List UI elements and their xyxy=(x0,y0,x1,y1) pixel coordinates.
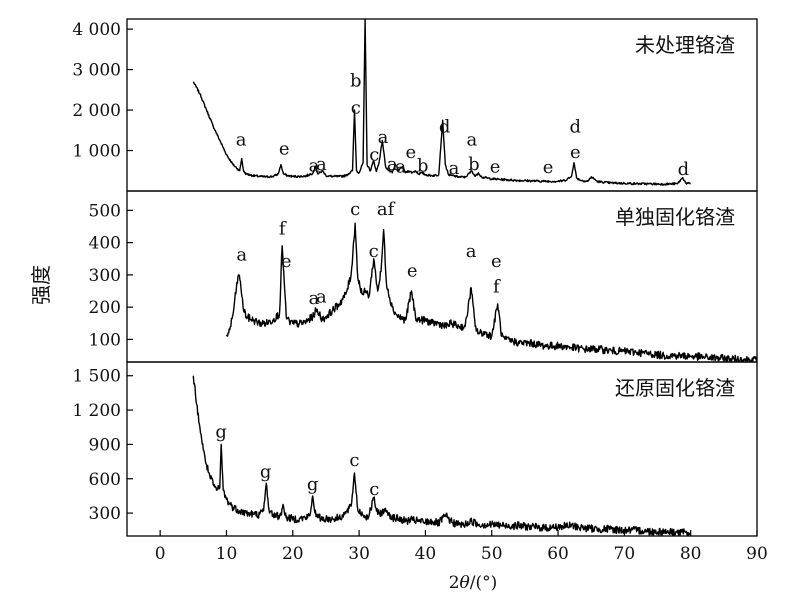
peak-label-e: e xyxy=(490,156,501,177)
peak-label-a: a xyxy=(466,241,477,262)
y-tick-label: 2 000 xyxy=(72,101,121,121)
xrd-trace-line xyxy=(225,222,758,362)
xrd-trace-line xyxy=(192,375,692,536)
peak-label-e: e xyxy=(543,157,554,178)
peak-label-af: af xyxy=(377,199,396,220)
x-tick-label: 80 xyxy=(680,544,702,564)
peak-label-d: d xyxy=(678,159,690,180)
peak-label-a: a xyxy=(396,156,407,177)
peak-label-a: a xyxy=(316,286,327,307)
xrd-trace-line xyxy=(192,18,691,186)
peak-label-c: c xyxy=(369,145,379,166)
peak-label-a: a xyxy=(309,156,320,177)
y-tick-label: 300 xyxy=(89,504,121,524)
peak-label-d: d xyxy=(570,117,582,138)
peak-label-g: g xyxy=(260,462,272,483)
panel-title: 还原固化铬渣 xyxy=(615,376,735,400)
peak-label-a: a xyxy=(378,127,389,148)
y-tick-label: 900 xyxy=(89,435,121,455)
peak-label-c: c xyxy=(351,98,361,119)
y-tick-label: 1 200 xyxy=(72,401,121,421)
x-tick-label: 50 xyxy=(481,544,503,564)
peak-label-d: d xyxy=(439,116,451,137)
peak-label-c: c xyxy=(369,479,379,500)
panel-title: 未处理铬渣 xyxy=(635,33,735,57)
peak-label-e: e xyxy=(407,261,418,282)
y-tick-label: 3 000 xyxy=(72,61,121,81)
y-tick-label: 200 xyxy=(89,298,121,318)
x-axis-label: 2θ/(°) xyxy=(449,573,498,593)
x-tick-label: 40 xyxy=(415,544,437,564)
x-tick-label: 70 xyxy=(614,544,636,564)
peak-label-a: a xyxy=(449,158,460,179)
peak-label-e: e xyxy=(281,251,292,272)
peak-label-b: b xyxy=(468,154,480,175)
peak-label-b: b xyxy=(417,156,429,177)
x-tick-label: 0 xyxy=(155,544,166,564)
y-tick-label: 4 000 xyxy=(72,20,121,40)
peak-label-a: a xyxy=(466,130,477,151)
y-tick-label: 400 xyxy=(89,234,121,254)
y-tick-label: 1 500 xyxy=(72,367,121,387)
peak-label-c: c xyxy=(369,241,379,262)
panel-title: 单独固化铬渣 xyxy=(615,205,735,229)
peak-label-f: f xyxy=(279,219,287,240)
peak-label-f: f xyxy=(493,277,501,298)
peak-label-e: e xyxy=(279,139,290,160)
peak-label-a: a xyxy=(309,288,320,309)
x-tick-label: 90 xyxy=(746,544,768,564)
x-tick-label: 60 xyxy=(547,544,569,564)
y-axis-label: 强度 xyxy=(29,265,53,305)
peak-label-c: c xyxy=(350,199,360,220)
panel-3: 300 600 900 1 200 1 500 还原固化铬渣 g g g cc xyxy=(72,361,758,537)
peak-label-a: a xyxy=(316,154,327,175)
x-axis: 0 10 20 30 40 50 60 70 80 90 xyxy=(155,530,768,564)
peak-label-g: g xyxy=(215,422,227,443)
peak-label-a: a xyxy=(236,129,247,150)
x-axis-label-theta: θ xyxy=(460,573,470,593)
peak-label-e: e xyxy=(406,142,417,163)
x-tick-label: 10 xyxy=(216,544,238,564)
x-tick-label: 20 xyxy=(282,544,304,564)
y-tick-label: 600 xyxy=(89,470,121,490)
x-axis-label-unit: /(°) xyxy=(470,573,498,593)
y-tick-label: 100 xyxy=(89,330,121,350)
y-tick-label: 500 xyxy=(89,201,121,221)
peak-label-g: g xyxy=(307,474,319,495)
peak-label-b: b xyxy=(350,71,362,92)
y-tick-label: 1 000 xyxy=(72,142,121,162)
x-tick-label: 30 xyxy=(348,544,370,564)
peak-label-e: e xyxy=(491,251,502,272)
y-tick-label: 300 xyxy=(89,266,121,286)
peak-label-c: c xyxy=(349,450,359,471)
peak-label-e: e xyxy=(570,142,581,163)
x-axis-label-main: 2 xyxy=(449,573,460,593)
panel-frame xyxy=(126,361,758,537)
peak-label-a: a xyxy=(387,154,398,175)
peak-label-a: a xyxy=(236,244,247,265)
